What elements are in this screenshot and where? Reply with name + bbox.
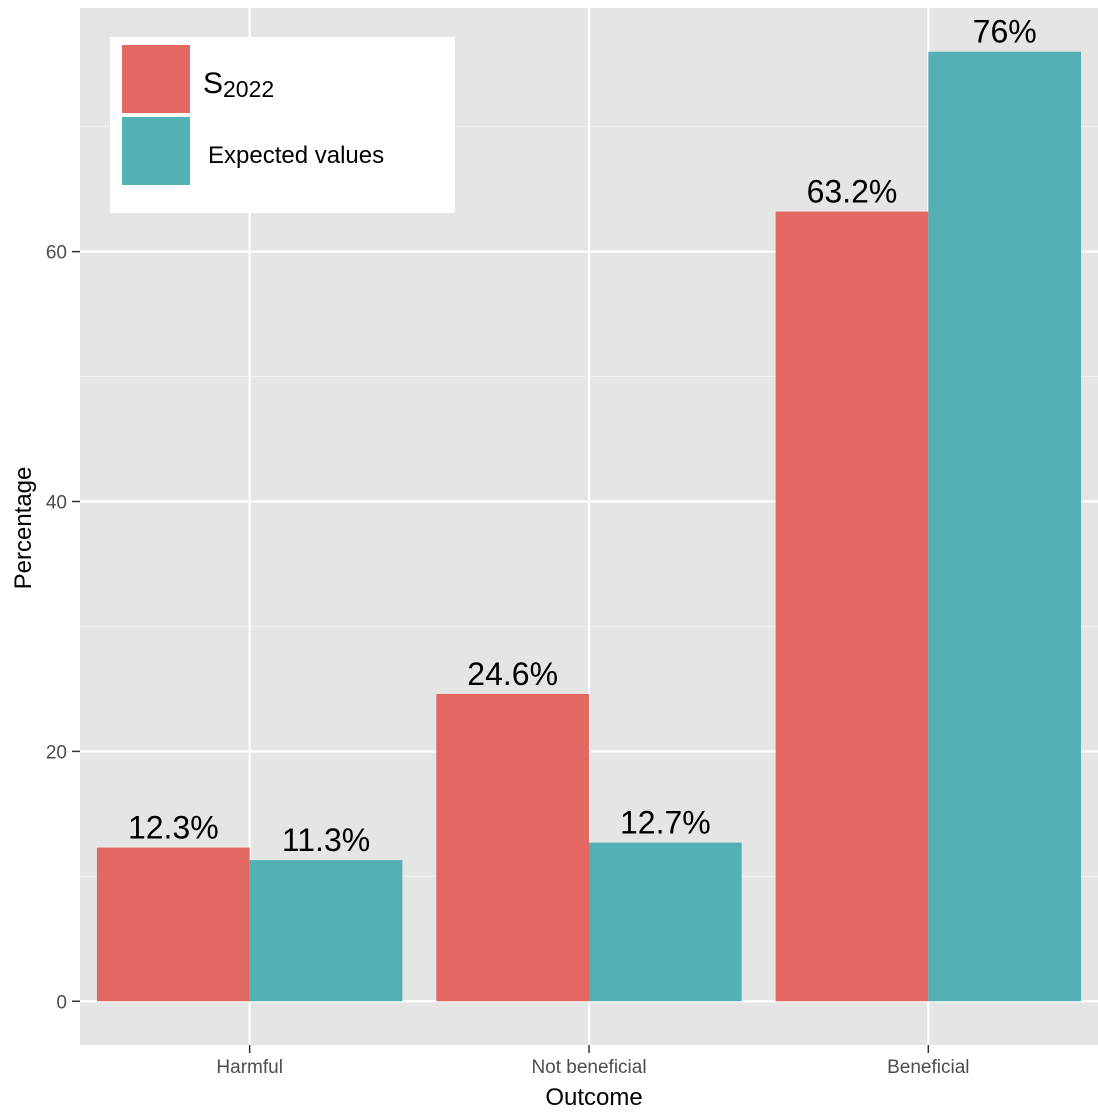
y-tick-label: 0 xyxy=(56,992,67,1013)
bar-value-label: 12.3% xyxy=(128,810,219,846)
bar-value-label: 76% xyxy=(973,14,1037,50)
legend-key-expected xyxy=(122,117,190,185)
bar-value-label: 24.6% xyxy=(467,656,558,692)
bar-expected xyxy=(589,842,742,1002)
bar-value-labels: 12.3% 11.3% 24.6% 12.7% 63.2% 76% xyxy=(128,14,1037,858)
bar-expected xyxy=(928,51,1082,1002)
legend-key-s2022 xyxy=(122,45,190,113)
x-tick-label: Not beneficial xyxy=(531,1057,646,1078)
bars xyxy=(96,51,1082,1002)
y-axis: 0 20 40 60 xyxy=(46,243,80,1013)
y-tick-label: 20 xyxy=(46,742,67,763)
bar-s2022 xyxy=(436,693,589,1002)
legend: S2022 Expected values xyxy=(110,37,455,213)
bar-value-label: 63.2% xyxy=(807,174,898,210)
x-axis: Harmful Not beneficial Beneficial xyxy=(216,1045,970,1078)
legend-label-s2022-subscript: 2022 xyxy=(223,76,274,102)
bar-expected xyxy=(249,860,403,1002)
x-tick-label: Beneficial xyxy=(887,1057,969,1078)
legend-label-s2022: S2022 xyxy=(203,67,274,102)
x-tick-label: Harmful xyxy=(216,1057,283,1078)
legend-label-expected: Expected values xyxy=(208,142,384,169)
x-axis-title: Outcome xyxy=(545,1084,642,1108)
bar-s2022 xyxy=(775,211,929,1002)
bar-value-label: 12.7% xyxy=(620,805,711,841)
y-axis-title: Percentage xyxy=(10,467,37,590)
y-tick-label: 60 xyxy=(46,243,67,264)
bar-s2022 xyxy=(96,847,250,1002)
legend-label-s2022-main: S xyxy=(203,67,223,100)
bar-value-label: 11.3% xyxy=(282,822,370,858)
y-tick-label: 40 xyxy=(46,493,67,514)
